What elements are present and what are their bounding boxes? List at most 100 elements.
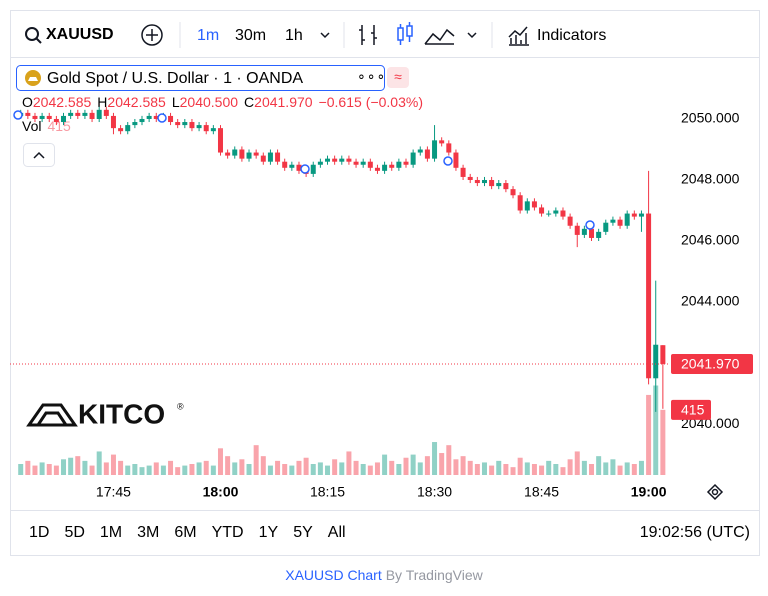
change-percent: (−0.03%) bbox=[366, 94, 423, 110]
candle-body bbox=[539, 207, 545, 214]
candle-body bbox=[153, 115, 159, 119]
range-button[interactable]: 1Y bbox=[259, 524, 279, 541]
range-button[interactable]: 5Y bbox=[293, 524, 313, 541]
candle-body bbox=[103, 109, 109, 116]
volume-bar bbox=[382, 454, 388, 475]
volume-bar bbox=[217, 448, 223, 475]
volume-bar bbox=[132, 464, 138, 475]
candle-body bbox=[332, 158, 338, 162]
candle-body bbox=[267, 152, 273, 162]
volume-bar bbox=[82, 460, 88, 475]
candle-body bbox=[596, 231, 602, 238]
collapse[interactable] bbox=[23, 143, 55, 167]
volume-bar bbox=[275, 460, 281, 475]
volume-bar bbox=[32, 465, 38, 475]
candle-body bbox=[374, 167, 380, 171]
toolbar: XAUUSD 1m 30m 1h Indicators bbox=[11, 22, 759, 58]
volume-bar bbox=[46, 464, 52, 475]
volume-bar bbox=[68, 457, 74, 475]
x-tick-label: 18:45 bbox=[524, 484, 559, 500]
candle-body bbox=[339, 158, 345, 162]
volume-bar bbox=[574, 451, 580, 475]
range-button[interactable]: All bbox=[328, 524, 346, 541]
volume-tag bbox=[671, 399, 711, 420]
footer-link[interactable]: XAUUSD Chart bbox=[285, 567, 382, 583]
event-marker[interactable] bbox=[443, 156, 453, 166]
range-button[interactable]: YTD bbox=[212, 524, 244, 541]
candle-body bbox=[260, 155, 266, 162]
candle-body bbox=[446, 143, 452, 153]
more[interactable]: ∘∘∘ bbox=[357, 68, 386, 84]
symbol-legend[interactable] bbox=[16, 65, 385, 91]
candle-body bbox=[474, 179, 480, 184]
event-marker[interactable] bbox=[585, 220, 595, 230]
chart-type-menu[interactable] bbox=[467, 32, 477, 39]
range-button[interactable]: 6M bbox=[174, 524, 196, 541]
clock: 19:02:56 (UTC) bbox=[640, 524, 750, 541]
add-symbol[interactable] bbox=[141, 24, 163, 46]
range-button[interactable]: 1D bbox=[29, 524, 49, 541]
range-button[interactable]: 5D bbox=[64, 524, 84, 541]
event-marker[interactable] bbox=[157, 113, 167, 123]
y-tick-label: 2046.000 bbox=[681, 232, 740, 248]
candle-body bbox=[82, 112, 88, 116]
candle-body bbox=[382, 164, 388, 171]
ohlc: O2042.585 H2042.585 L2040.500 C2041.970 −0.6… bbox=[22, 94, 423, 110]
candle-body bbox=[275, 152, 281, 162]
volume-bar bbox=[467, 460, 473, 475]
candle-body bbox=[524, 201, 530, 211]
symbol[interactable]: XAUUSD bbox=[46, 26, 114, 43]
candle-body bbox=[631, 213, 637, 217]
volume-bar bbox=[196, 462, 202, 475]
volume-bar bbox=[360, 464, 366, 475]
gold-icon bbox=[28, 77, 38, 81]
bars-icon[interactable] bbox=[359, 25, 377, 45]
ohlc-value: 2042.585 bbox=[107, 94, 166, 110]
interval[interactable]: 1m bbox=[197, 27, 219, 44]
volume-bar bbox=[610, 459, 616, 475]
range-button[interactable]: 1M bbox=[100, 524, 122, 541]
volume-bar bbox=[260, 456, 266, 475]
candle-body bbox=[61, 115, 67, 123]
candle-body bbox=[646, 213, 652, 379]
range-button[interactable]: 3M bbox=[137, 524, 159, 541]
volume-bar bbox=[653, 385, 659, 475]
logo-registered: ® bbox=[177, 401, 184, 411]
event-marker[interactable] bbox=[300, 164, 310, 174]
indicators-icon[interactable] bbox=[508, 26, 529, 46]
indicators[interactable]: Indicators bbox=[537, 27, 606, 44]
candle-body bbox=[317, 161, 323, 165]
settings[interactable] bbox=[706, 483, 724, 501]
volume-bar bbox=[403, 457, 409, 475]
candles-icon bbox=[399, 22, 411, 45]
candle-body bbox=[110, 115, 116, 129]
candle-body bbox=[517, 195, 523, 211]
candle-body bbox=[68, 112, 74, 116]
candle-body bbox=[360, 161, 366, 165]
area-icon[interactable] bbox=[424, 28, 455, 45]
event-marker[interactable] bbox=[13, 110, 23, 120]
interval-menu[interactable] bbox=[320, 32, 330, 39]
candle-body bbox=[53, 118, 59, 123]
status: ≈ bbox=[394, 69, 402, 85]
candle-body bbox=[653, 344, 659, 379]
ohlc-key: O bbox=[22, 94, 33, 110]
candle-body bbox=[346, 158, 352, 162]
candle-body bbox=[189, 122, 195, 129]
volume-label: Vol bbox=[22, 118, 41, 134]
interval[interactable]: 30m bbox=[235, 27, 266, 44]
volume-bar bbox=[39, 462, 45, 475]
candle-body bbox=[282, 161, 288, 168]
volume-bar bbox=[389, 460, 395, 475]
interval[interactable]: 1h bbox=[285, 27, 303, 44]
x-tick-label: 18:15 bbox=[310, 484, 345, 500]
x-tick-label: 18:30 bbox=[417, 484, 452, 500]
candle-body bbox=[139, 118, 145, 123]
legend: Gold Spot / U.S. Dollar · 1 · OANDA ∘∘∘ … bbox=[16, 65, 423, 167]
volume-bar bbox=[567, 459, 573, 475]
volume-bar bbox=[246, 464, 252, 475]
volume-bar bbox=[367, 465, 373, 475]
volume-bar bbox=[489, 465, 495, 475]
ohlc-value: 2042.585 bbox=[33, 94, 92, 110]
